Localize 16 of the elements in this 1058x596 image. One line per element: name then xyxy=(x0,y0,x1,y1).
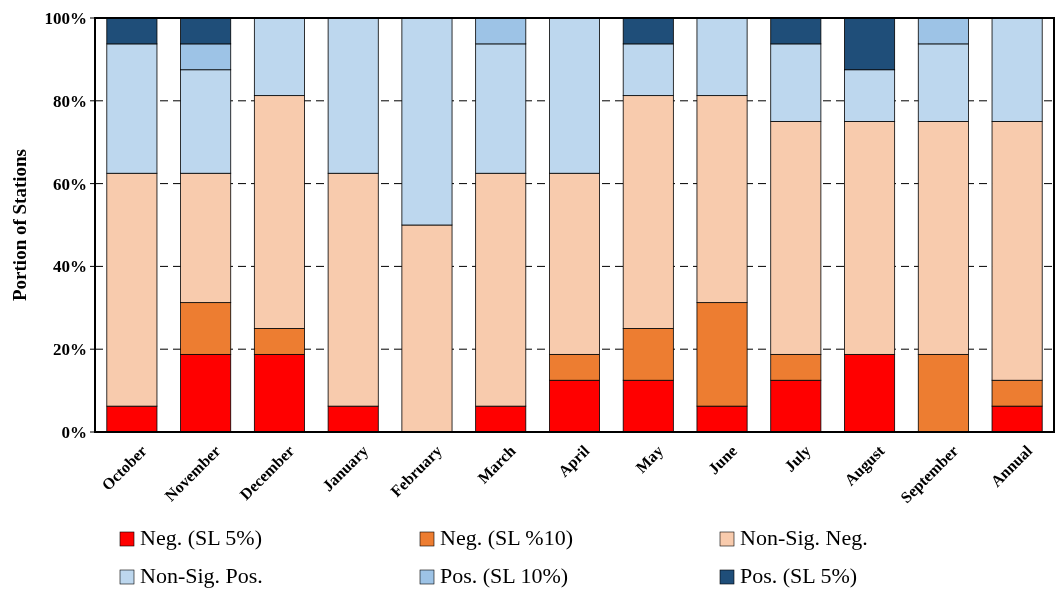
legend-label: Non-Sig. Pos. xyxy=(140,563,263,588)
legend-label: Neg. (SL 5%) xyxy=(140,525,262,550)
y-axis-title: Portion of Stations xyxy=(9,149,30,301)
y-tick-label: 40% xyxy=(53,257,87,277)
x-tick-label: May xyxy=(632,442,668,477)
x-tick-label: July xyxy=(781,442,815,476)
y-tick-label: 0% xyxy=(61,422,87,442)
y-tick-label: 80% xyxy=(53,91,87,111)
legend-label: Pos. (SL 10%) xyxy=(440,563,569,588)
x-tick-label: June xyxy=(704,442,741,478)
y-tick-label: 100% xyxy=(44,8,87,28)
legend-label: Non-Sig. Neg. xyxy=(740,525,868,550)
legend-label: Neg. (SL %10) xyxy=(440,525,573,550)
y-tick-label: 20% xyxy=(53,340,87,360)
y-tick-label: 60% xyxy=(53,174,87,194)
legend-label: Pos. (SL 5%) xyxy=(740,563,858,588)
